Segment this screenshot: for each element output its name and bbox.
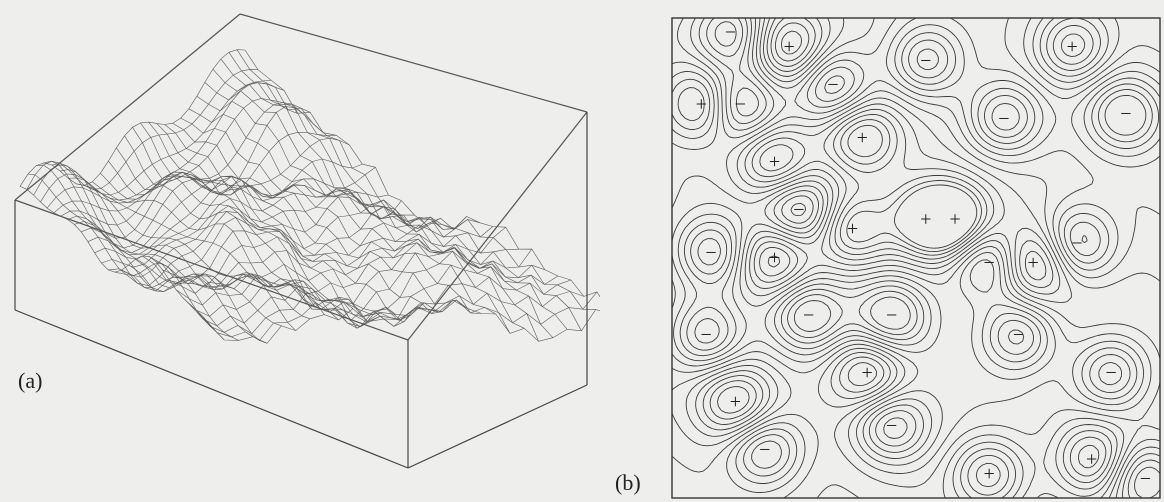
mesh-line — [196, 96, 525, 329]
mesh-line — [94, 184, 389, 260]
maximum-marker: + — [862, 362, 873, 384]
mesh-line — [44, 160, 254, 337]
contour-map: + + + + + + + + + + + + + + − − − − − − − − − − − − − − − − − − — [671, 17, 1161, 499]
mesh-line — [19, 49, 246, 187]
mesh-line — [84, 185, 325, 315]
contour-level — [671, 17, 1125, 499]
contour-level — [717, 30, 978, 414]
maximum-marker: + — [769, 247, 780, 269]
mesh-line — [172, 122, 482, 314]
box-edge — [407, 384, 588, 469]
panel-b-label: (b) — [615, 470, 641, 495]
box-edge — [239, 13, 588, 113]
minimum-marker: − — [886, 305, 897, 327]
maximum-marker: + — [769, 151, 780, 173]
contour-level — [671, 17, 1161, 499]
minimum-marker: − — [705, 242, 716, 264]
mesh-line — [132, 127, 411, 327]
box-edge — [14, 13, 241, 201]
mesh-line — [116, 147, 382, 318]
mesh-line — [92, 181, 339, 321]
contour-level — [671, 17, 1161, 499]
mesh-line — [209, 299, 600, 344]
contour-level — [702, 17, 1107, 496]
mesh-line — [156, 123, 454, 314]
minimum-marker: − — [1071, 233, 1082, 255]
mesh-line — [189, 276, 571, 327]
minimum-marker: − — [1120, 103, 1131, 125]
maximum-marker: + — [984, 463, 995, 485]
box-frame-front — [14, 112, 588, 469]
minimum-marker: − — [793, 199, 804, 221]
mesh-line — [236, 49, 596, 310]
mesh-line — [19, 186, 211, 326]
panel-a-label: (a) — [18, 368, 43, 393]
box-edge — [407, 111, 588, 341]
contour-level — [677, 17, 1161, 499]
maximum-marker: + — [1067, 36, 1078, 58]
mesh-line — [100, 172, 354, 309]
mesh-line — [68, 177, 296, 331]
box-edge — [14, 309, 409, 469]
maximum-marker: + — [847, 218, 858, 240]
minimum-marker: − — [827, 74, 838, 96]
mesh-line — [60, 169, 282, 327]
extremum-markers: + + + + + + + + + + + + + + − − − − − − − − − − − − − − − − − − — [696, 21, 1151, 489]
minimum-marker: − — [1106, 362, 1117, 384]
maximum-marker: + — [857, 127, 868, 149]
mesh-line — [76, 183, 311, 320]
mesh-line — [162, 242, 519, 308]
mesh-line — [228, 52, 582, 331]
mesh-line — [148, 121, 439, 320]
contour-lines — [671, 17, 1161, 499]
mesh-line — [244, 49, 600, 298]
maximum-marker: + — [1086, 449, 1097, 471]
surface-mesh-plot — [14, 13, 600, 469]
minimum-marker: − — [886, 415, 897, 437]
mesh-line — [180, 117, 496, 315]
maximum-marker: + — [730, 391, 741, 413]
contour-level — [683, 17, 1161, 499]
minimum-marker: − — [759, 439, 770, 461]
mesh-line — [52, 162, 268, 344]
panel-b-contour-plot: + + + + + + + + + + + + + + − − − − − − − − − − − − − − − − − − — [660, 0, 1164, 502]
minimum-marker: − — [735, 93, 746, 115]
mesh-line — [108, 160, 368, 322]
minimum-marker: − — [803, 305, 814, 327]
mesh-line — [121, 199, 441, 292]
maximum-marker: + — [920, 209, 931, 231]
contour-level — [709, 22, 1100, 488]
minimum-marker: − — [1013, 324, 1024, 346]
minimum-marker: − — [984, 252, 995, 274]
contour-level — [677, 17, 1112, 499]
minimum-marker: − — [920, 50, 931, 72]
minimum-marker: − — [1140, 468, 1151, 490]
contour-level — [671, 17, 1161, 499]
maximum-marker: + — [949, 209, 960, 231]
mesh-line — [124, 135, 396, 329]
panel-a-surface-plot — [14, 13, 600, 469]
minimum-marker: − — [998, 108, 1009, 130]
mesh-line — [26, 69, 259, 190]
mesh-line — [220, 58, 568, 330]
maximum-marker: + — [783, 36, 794, 58]
mesh-line — [27, 173, 225, 341]
mesh-line — [36, 164, 239, 341]
maximum-marker: + — [696, 93, 707, 115]
surface-mesh — [19, 49, 600, 344]
mesh-line — [212, 68, 554, 338]
mesh-line — [202, 291, 598, 341]
contour-level — [671, 17, 1118, 499]
minimum-marker: − — [701, 324, 712, 346]
contour-level — [697, 48, 1147, 439]
maximum-marker: + — [1027, 252, 1038, 274]
minimum-marker: − — [725, 21, 736, 43]
mesh-line — [188, 108, 511, 334]
mesh-line — [204, 82, 539, 342]
contour-level — [690, 21, 1161, 499]
mesh-line — [164, 124, 468, 309]
mesh-line — [140, 122, 425, 327]
